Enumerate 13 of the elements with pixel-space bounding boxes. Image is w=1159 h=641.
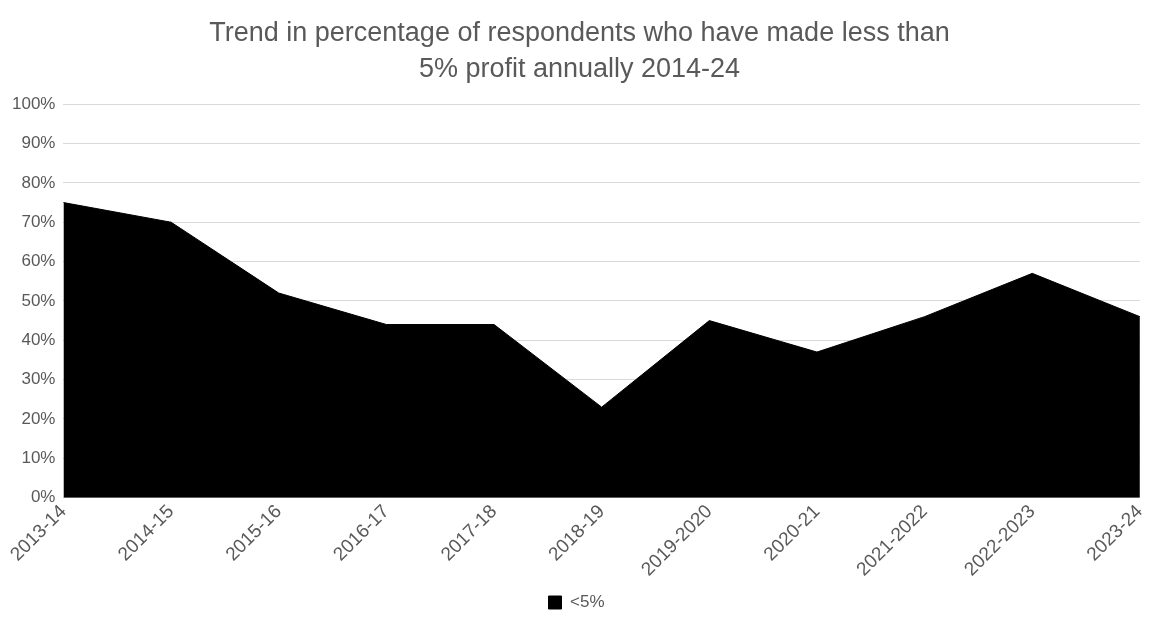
y-tick-label: 40% [21,329,56,349]
y-tick-label: 30% [21,369,56,389]
y-tick-label: 50% [21,290,56,310]
y-tick-label: 70% [21,211,56,231]
legend-label: <5% [570,592,605,612]
y-tick-label: 0% [30,487,56,507]
y-tick-label: 100% [12,93,56,113]
y-tick-label: 20% [21,408,56,428]
chart-title: Trend in percentage of respondents who have made less than 5% profit annually 2014-24 [208,16,951,85]
y-tick-label: 60% [21,251,56,271]
y-tick-label: 80% [21,172,56,192]
y-tick-label: 90% [21,133,56,153]
y-tick-label: 10% [21,447,56,467]
